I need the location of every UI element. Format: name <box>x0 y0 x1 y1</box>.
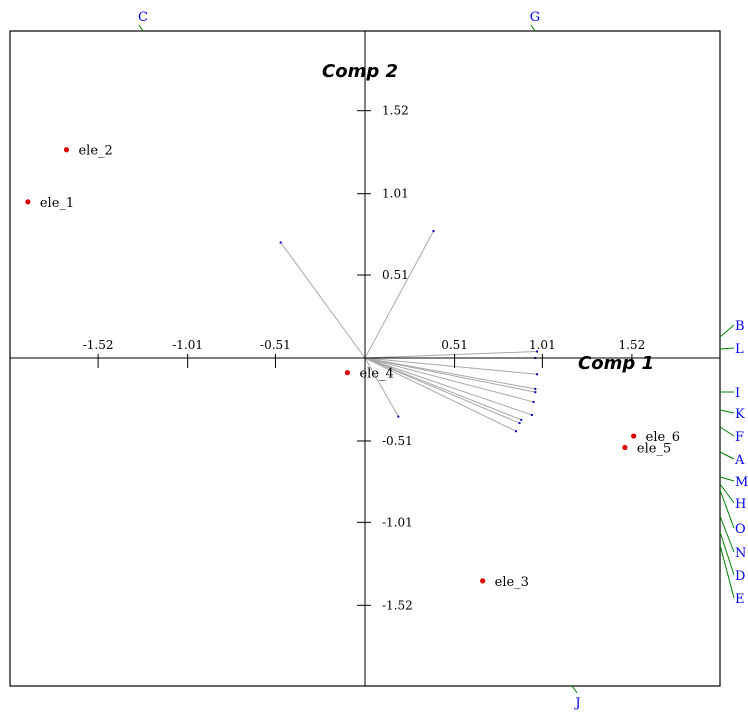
variable-label: E <box>735 592 745 607</box>
x-tick-label: 1.52 <box>619 338 646 352</box>
variable-connector <box>138 24 144 32</box>
vector-tip <box>432 230 435 233</box>
vector-tip <box>534 387 537 390</box>
variable-connector <box>530 24 536 32</box>
y-tick-label: -1.01 <box>382 515 413 529</box>
score-point <box>480 578 486 584</box>
vector-tip <box>518 422 521 425</box>
loading-vector <box>364 230 434 359</box>
variable-label: M <box>735 475 748 490</box>
variable-label: D <box>735 569 745 584</box>
variable-label: L <box>735 342 744 357</box>
variable-connector <box>719 426 735 437</box>
loading-vector <box>364 357 536 393</box>
variable-label: F <box>735 430 744 445</box>
score-point <box>344 370 351 376</box>
loading-vector <box>364 357 534 403</box>
vector-tip <box>530 413 533 416</box>
x-tick-label: -0.51 <box>260 338 291 352</box>
vector-tip <box>532 400 535 403</box>
point-label: ele_2 <box>78 144 112 159</box>
x-tick-label: 0.51 <box>441 338 468 352</box>
loading-vector <box>364 357 536 390</box>
vector-tip <box>536 350 539 353</box>
x-ticks: -1.52 -1.01 -0.51 0.51 1.01 1.52 <box>83 338 646 368</box>
variable-connector <box>719 347 735 350</box>
loading-vector <box>364 357 532 416</box>
loading-vector <box>364 350 538 359</box>
variable-label: B <box>735 319 745 334</box>
variable-connector <box>719 531 735 576</box>
point-label: ele_3 <box>495 575 529 590</box>
y-tick-label: 1.52 <box>382 104 409 118</box>
vector-tip <box>536 373 539 376</box>
variable-connector <box>719 544 735 599</box>
vector-tip <box>520 418 523 421</box>
y-ticks: 1.52 1.01 0.51 -0.51 -1.01 -1.52 <box>357 104 413 612</box>
variable-label: O <box>735 522 746 537</box>
variable-label: J <box>573 696 580 711</box>
score-point <box>25 199 31 205</box>
variable-connector <box>719 515 735 553</box>
loading-vector <box>364 357 538 375</box>
point-label: ele_1 <box>40 196 74 211</box>
variable-connector <box>719 483 735 504</box>
vector-tip <box>515 430 518 433</box>
vector-tip <box>279 241 282 244</box>
variable-connectors <box>138 24 735 694</box>
score-point <box>63 147 70 153</box>
loading-vector <box>364 357 517 432</box>
y-tick-label: 1.01 <box>382 187 409 201</box>
y-axis-title: Comp 2 <box>322 61 398 82</box>
x-tick-label: -1.52 <box>83 338 114 352</box>
variable-label: I <box>735 386 740 401</box>
variable-connector <box>719 324 735 338</box>
y-tick-label: -0.51 <box>382 434 413 448</box>
variable-connector <box>571 685 578 694</box>
variable-label: K <box>735 407 745 422</box>
variable-label: N <box>735 546 746 561</box>
loading-vector <box>364 357 520 424</box>
score-point <box>631 433 637 439</box>
variable-label: C <box>138 10 148 25</box>
x-tick-label: -1.01 <box>172 338 203 352</box>
y-tick-label: 0.51 <box>382 268 409 282</box>
loading-vector <box>364 357 399 417</box>
point-label: ele_5 <box>637 441 671 456</box>
loading-vector <box>364 357 522 421</box>
vector-tip <box>534 391 537 394</box>
variable-label: H <box>735 497 746 512</box>
x-tick-label: 1.01 <box>529 338 556 352</box>
x-axis-title: Comp 1 <box>578 353 654 374</box>
loading-vector <box>280 242 366 359</box>
variable-connector <box>719 489 735 529</box>
vector-tip <box>397 415 400 418</box>
y-tick-label: -1.52 <box>382 598 413 612</box>
variable-label: A <box>734 453 745 468</box>
point-label: ele_4 <box>359 367 393 382</box>
score-point <box>622 444 628 451</box>
variable-connector <box>719 451 735 460</box>
variable-connector <box>719 409 735 414</box>
axes <box>10 31 720 686</box>
point-label: ele_6 <box>646 430 680 445</box>
variable-connector <box>719 476 735 482</box>
variable-label: G <box>530 10 540 25</box>
